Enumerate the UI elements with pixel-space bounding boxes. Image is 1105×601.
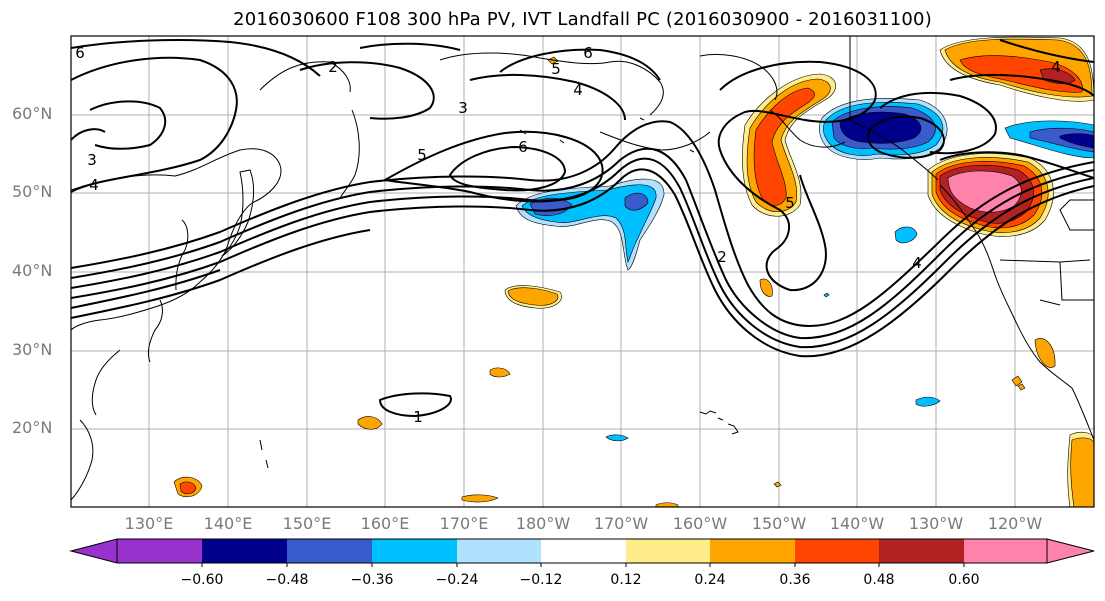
colorbar-tick-label: −0.12 — [519, 572, 563, 588]
lat-label-40n: 40°N — [12, 261, 53, 280]
contour-label: 5 — [417, 146, 427, 164]
contour-label: 6 — [518, 138, 528, 156]
colorbar-tick-label: −0.60 — [180, 572, 224, 588]
negative-anomaly-shading — [515, 98, 1094, 442]
lon-label: 150°E — [282, 514, 332, 533]
lon-label: 180°W — [515, 514, 571, 533]
colorbar-tick-label: 0.60 — [948, 572, 980, 588]
contour-label: 6 — [583, 44, 593, 62]
colorbar — [69, 538, 1095, 567]
colorbar-low-extension — [69, 538, 118, 564]
contour-label: 4 — [1051, 58, 1061, 76]
lat-label-20n: 20°N — [12, 418, 53, 437]
colorbar-tick-label: −0.36 — [350, 572, 394, 588]
map-title: 2016030600 F108 300 hPa PV, IVT Landfall… — [233, 9, 932, 30]
contour-label: 4 — [573, 81, 583, 99]
lon-label: 140°W — [829, 514, 885, 533]
colorbar-tick-label: 0.24 — [694, 572, 726, 588]
lon-label: 160°W — [672, 514, 728, 533]
colorbar-tick-label: 0.12 — [610, 572, 642, 588]
colorbar-tick-label: −0.24 — [435, 572, 479, 588]
lat-label-30n: 30°N — [12, 340, 53, 359]
colorbar-tick-label: −0.48 — [265, 572, 309, 588]
lon-label: 160°E — [360, 514, 410, 533]
contour-label: 5 — [551, 60, 561, 78]
pv-contours — [71, 39, 1094, 418]
lat-label-50n: 50°N — [12, 182, 53, 201]
map-frame — [70, 35, 1095, 508]
contour-label: 4 — [89, 176, 99, 194]
lon-label: 130°E — [124, 514, 174, 533]
contour-label: 2 — [328, 58, 338, 76]
contour-label: 3 — [87, 151, 97, 169]
lon-label: 130°W — [908, 514, 964, 533]
lat-label-60n: 60°N — [12, 104, 53, 123]
contour-label: 2 — [717, 248, 727, 266]
colorbar-tick-label: 0.36 — [779, 572, 811, 588]
contour-label: 1 — [413, 408, 423, 426]
lon-label: 170°W — [593, 514, 649, 533]
colorbar-high-extension — [1046, 538, 1095, 564]
contour-label: 4 — [912, 254, 922, 272]
lon-label: 120°W — [987, 514, 1043, 533]
contour-label: 3 — [458, 99, 468, 117]
colorbar-tick-label: 0.48 — [863, 572, 895, 588]
lon-label: 150°W — [751, 514, 807, 533]
lon-label: 170°E — [439, 514, 489, 533]
lon-label: 140°E — [203, 514, 253, 533]
contour-label: 6 — [75, 44, 85, 62]
contour-label: 5 — [785, 194, 795, 212]
coastlines — [71, 36, 1094, 501]
